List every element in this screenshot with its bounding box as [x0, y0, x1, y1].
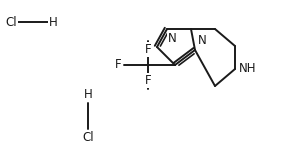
Text: Cl: Cl	[82, 131, 94, 144]
Text: N: N	[168, 32, 177, 45]
Text: H: H	[49, 16, 58, 29]
Text: F: F	[115, 59, 122, 71]
Text: H: H	[84, 88, 92, 101]
Text: F: F	[145, 43, 151, 56]
Text: F: F	[145, 74, 151, 87]
Text: N: N	[198, 34, 207, 47]
Text: NH: NH	[239, 62, 256, 76]
Text: Cl: Cl	[5, 16, 17, 29]
